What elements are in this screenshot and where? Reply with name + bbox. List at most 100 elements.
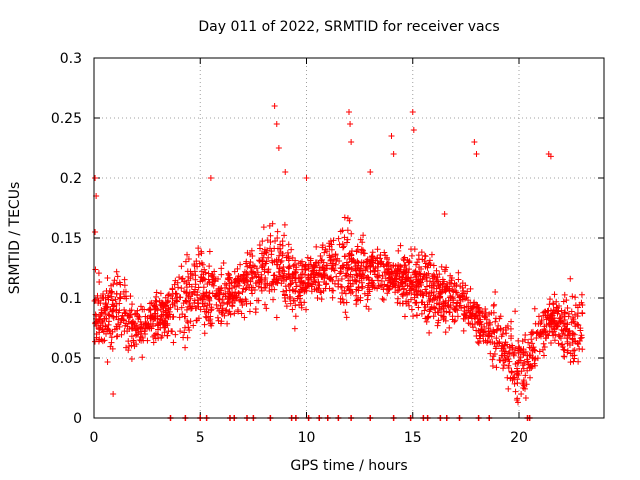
data-point bbox=[375, 274, 382, 281]
data-point bbox=[282, 169, 289, 175]
data-point bbox=[248, 268, 255, 275]
data-point bbox=[110, 314, 117, 321]
data-point bbox=[181, 329, 188, 336]
data-point bbox=[451, 306, 458, 313]
data-point bbox=[165, 306, 172, 313]
data-point bbox=[133, 341, 140, 348]
data-point bbox=[114, 333, 121, 340]
data-point bbox=[551, 328, 558, 335]
data-point bbox=[178, 285, 185, 292]
data-point bbox=[235, 290, 242, 297]
data-point bbox=[508, 368, 515, 375]
data-point bbox=[173, 290, 180, 297]
y-tick-label: 0.25 bbox=[51, 111, 82, 127]
data-point bbox=[468, 312, 475, 319]
data-point bbox=[255, 297, 262, 304]
data-point bbox=[208, 320, 215, 327]
data-point bbox=[388, 133, 395, 139]
data-point bbox=[202, 292, 209, 299]
data-point bbox=[238, 310, 245, 317]
data-point bbox=[104, 358, 111, 365]
data-point bbox=[473, 151, 480, 157]
data-point bbox=[241, 275, 248, 282]
data-point bbox=[403, 289, 410, 296]
data-point bbox=[198, 268, 205, 275]
data-point bbox=[273, 121, 280, 127]
data-point bbox=[203, 289, 210, 296]
data-point bbox=[400, 257, 407, 264]
data-point bbox=[120, 288, 127, 295]
data-point bbox=[252, 280, 259, 287]
data-point bbox=[577, 335, 584, 342]
data-point bbox=[363, 258, 370, 265]
data-point bbox=[261, 301, 268, 308]
data-point bbox=[243, 298, 250, 305]
data-point bbox=[328, 266, 335, 273]
data-point bbox=[511, 380, 518, 387]
data-point bbox=[412, 300, 419, 307]
data-point bbox=[423, 283, 430, 290]
data-point bbox=[339, 244, 346, 251]
data-point bbox=[343, 261, 350, 268]
data-point bbox=[271, 103, 278, 109]
data-point bbox=[486, 311, 493, 318]
data-point bbox=[316, 267, 323, 274]
data-point bbox=[552, 331, 559, 338]
data-point bbox=[501, 350, 508, 357]
data-point bbox=[371, 268, 378, 275]
data-point bbox=[255, 283, 262, 290]
data-point bbox=[346, 109, 352, 115]
data-point bbox=[490, 326, 497, 333]
data-point bbox=[296, 289, 303, 296]
data-point bbox=[437, 294, 444, 301]
x-tick-label: 20 bbox=[510, 430, 528, 446]
data-point bbox=[224, 301, 231, 308]
data-point bbox=[455, 269, 462, 276]
data-point bbox=[450, 299, 457, 306]
data-point bbox=[492, 315, 499, 322]
data-point bbox=[174, 306, 181, 313]
data-point bbox=[351, 276, 358, 283]
data-point bbox=[128, 319, 135, 326]
data-point bbox=[145, 321, 152, 328]
data-point bbox=[131, 323, 138, 330]
data-point bbox=[528, 364, 535, 371]
data-point bbox=[283, 303, 290, 310]
data-point bbox=[169, 328, 176, 335]
data-point bbox=[563, 297, 570, 304]
data-point bbox=[411, 270, 418, 277]
data-point bbox=[326, 254, 333, 261]
data-point bbox=[321, 275, 328, 282]
data-point bbox=[490, 302, 497, 309]
data-point bbox=[95, 270, 102, 277]
data-point bbox=[408, 246, 415, 253]
data-point bbox=[261, 266, 268, 273]
data-point bbox=[109, 345, 116, 352]
data-point bbox=[358, 259, 365, 266]
data-point bbox=[360, 232, 367, 239]
data-point bbox=[339, 264, 346, 271]
data-point bbox=[124, 312, 131, 319]
data-point bbox=[303, 306, 309, 313]
data-point bbox=[323, 281, 330, 288]
data-point bbox=[301, 271, 308, 278]
data-point bbox=[118, 331, 125, 338]
data-point bbox=[241, 314, 248, 321]
data-point bbox=[293, 283, 300, 290]
data-point bbox=[204, 302, 211, 309]
data-point bbox=[335, 277, 342, 284]
data-point bbox=[95, 297, 102, 304]
data-point bbox=[326, 240, 333, 247]
data-point bbox=[410, 313, 417, 320]
data-point bbox=[159, 302, 166, 309]
x-tick-label: 0 bbox=[90, 430, 99, 446]
data-point bbox=[342, 290, 349, 297]
data-point bbox=[227, 291, 234, 298]
data-point bbox=[403, 300, 410, 307]
data-point bbox=[457, 283, 464, 290]
data-point bbox=[116, 294, 123, 301]
data-point bbox=[519, 362, 526, 369]
data-point bbox=[513, 365, 520, 372]
data-point bbox=[380, 296, 387, 303]
